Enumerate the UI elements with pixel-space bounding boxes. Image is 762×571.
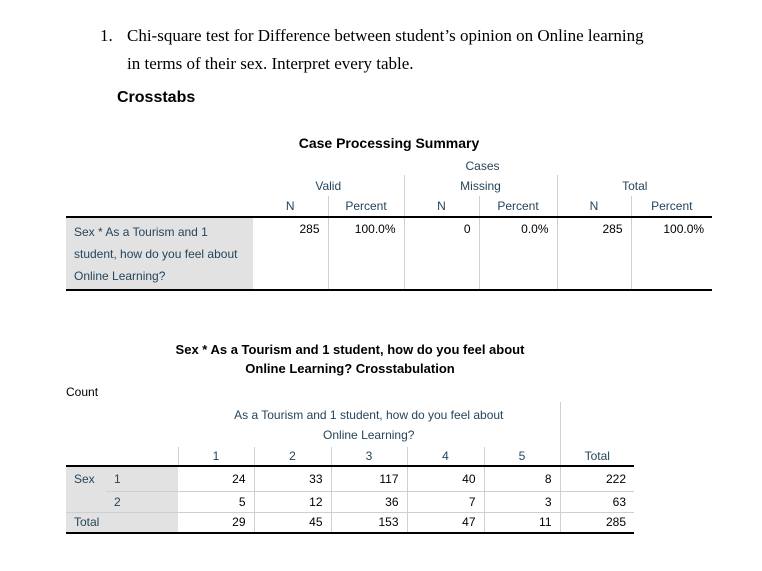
missing-n-header-cell: N bbox=[403, 196, 479, 218]
stub-spacer-cell bbox=[66, 402, 178, 447]
value-cell: 100.0% bbox=[327, 217, 404, 291]
row-label-cell: Sex * As a Tourism and 1 student, how do… bbox=[66, 217, 253, 291]
value-cell: 117 bbox=[330, 466, 407, 492]
total-row-label-cell: Total bbox=[66, 512, 178, 534]
grand-total-cell: 285 bbox=[559, 512, 635, 534]
stub-spacer-cell bbox=[66, 175, 253, 196]
total-column-spacer-cell bbox=[559, 402, 635, 447]
column-header-cell: 4 bbox=[406, 447, 484, 467]
value-cell: 3 bbox=[483, 491, 561, 513]
value-cell: 45 bbox=[253, 512, 331, 534]
value-cell: 12 bbox=[253, 491, 331, 513]
missing-group-header-cell: Missing bbox=[403, 175, 557, 196]
stub-spacer-cell bbox=[66, 196, 253, 218]
column-header-cell: 5 bbox=[483, 447, 561, 467]
crosstabs-heading: Crosstabs bbox=[117, 89, 196, 106]
question-group-header-line-2: Online Learning? bbox=[323, 428, 415, 442]
column-header-cell: 3 bbox=[330, 447, 407, 467]
total-group-header-cell: Total bbox=[556, 175, 713, 196]
value-cell: 33 bbox=[253, 466, 331, 492]
crosstabulation-title-line-2: Online Learning? Crosstabulation bbox=[245, 361, 455, 376]
value-cell: 11 bbox=[483, 512, 561, 534]
question-text-line-2: in terms of their sex. Interpret every t… bbox=[127, 54, 414, 73]
column-header-cell: 2 bbox=[253, 447, 331, 467]
table-row: Sex * As a Tourism and 1 student, how do… bbox=[66, 217, 713, 291]
case-processing-summary-table: Cases Valid Missing Total N Percent N Pe… bbox=[66, 157, 713, 291]
row-label-cell: 1 bbox=[106, 466, 178, 492]
value-cell: 29 bbox=[178, 512, 254, 534]
total-column-header-cell: Total bbox=[559, 447, 635, 467]
value-cell: 0.0% bbox=[478, 217, 557, 291]
value-cell: 47 bbox=[406, 512, 484, 534]
value-cell: 0 bbox=[403, 217, 479, 291]
missing-percent-header-cell: Percent bbox=[478, 196, 557, 218]
total-n-header-cell: N bbox=[556, 196, 631, 218]
question-text-line-1: Chi-square test for Difference between s… bbox=[127, 26, 644, 45]
row-total-cell: 63 bbox=[559, 491, 635, 513]
crosstabulation-title-line-1: Sex * As a Tourism and 1 student, how do… bbox=[175, 342, 525, 357]
valid-group-header-cell: Valid bbox=[315, 178, 342, 193]
value-cell: 7 bbox=[406, 491, 484, 513]
value-cell: 100.0% bbox=[630, 217, 713, 291]
total-percent-header-cell: Percent bbox=[630, 196, 713, 218]
cases-header-cell: Cases bbox=[465, 159, 500, 173]
table-row: 2 5 12 36 7 3 63 bbox=[66, 491, 635, 513]
question-group-header-cell: As a Tourism and 1 student, how do you f… bbox=[178, 402, 560, 447]
value-cell: 153 bbox=[330, 512, 407, 534]
row-label-cell: 2 bbox=[106, 491, 178, 513]
value-cell: 285 bbox=[253, 217, 328, 291]
question-group-header-line-1: As a Tourism and 1 student, how do you f… bbox=[234, 408, 504, 422]
case-processing-summary-title: Case Processing Summary bbox=[298, 135, 480, 151]
crosstabulation-table: As a Tourism and 1 student, how do you f… bbox=[66, 402, 635, 534]
value-cell: 24 bbox=[178, 466, 254, 492]
count-label: Count bbox=[66, 385, 99, 399]
question-number: 1. bbox=[100, 26, 113, 45]
stub-spacer-cell bbox=[66, 447, 178, 467]
valid-n-header-cell: N bbox=[253, 196, 328, 218]
sex-group-label-cell: Sex bbox=[66, 466, 106, 513]
table-row: Sex 1 24 33 117 40 8 222 bbox=[66, 466, 635, 513]
crosstabulation-title: Sex * As a Tourism and 1 student, how do… bbox=[66, 340, 634, 378]
stub-spacer-cell bbox=[66, 157, 253, 175]
value-cell: 5 bbox=[178, 491, 254, 513]
value-cell: 40 bbox=[406, 466, 484, 492]
column-header-cell: 1 bbox=[177, 447, 254, 467]
table-row: Total 29 45 153 47 11 285 bbox=[66, 512, 635, 534]
row-total-cell: 222 bbox=[559, 466, 635, 492]
question-text: Chi-square test for Difference between s… bbox=[127, 22, 727, 78]
value-cell: 8 bbox=[483, 466, 561, 492]
value-cell: 285 bbox=[556, 217, 631, 291]
valid-percent-header-cell: Percent bbox=[327, 196, 404, 218]
value-cell: 36 bbox=[330, 491, 407, 513]
